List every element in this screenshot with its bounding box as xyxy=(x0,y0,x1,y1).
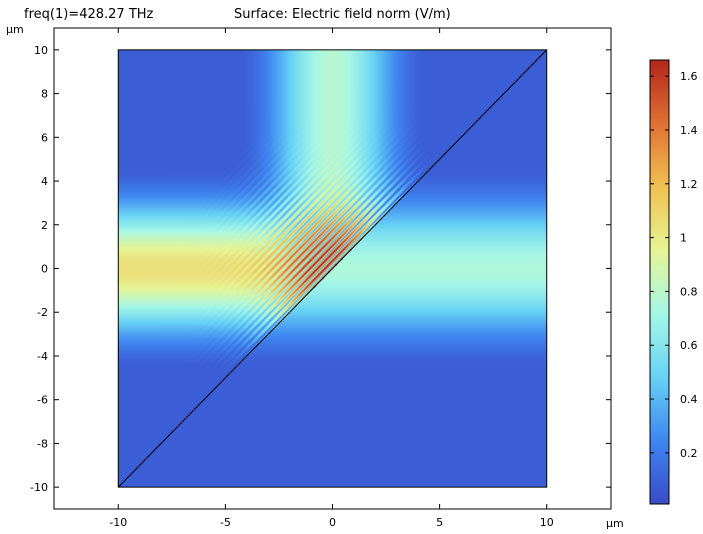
x-tick-label: 0 xyxy=(329,516,336,529)
y-axis: 10 8 6 4 2 0 -2 -4 -6 -8 -10 xyxy=(30,44,611,494)
frequency-label: freq(1)=428.27 THz xyxy=(24,7,154,22)
colorbar-tick-label: 1.4 xyxy=(680,124,698,137)
x-tick-label: -5 xyxy=(220,516,231,529)
colorbar-tick-label: 1 xyxy=(680,232,687,245)
y-tick-label: -4 xyxy=(37,350,48,363)
y-tick-label: 6 xyxy=(41,131,48,144)
x-unit-label: µm xyxy=(606,517,624,530)
y-tick-label: -10 xyxy=(30,481,48,494)
x-tick-label: -10 xyxy=(109,516,127,529)
colorbar-ticks: 1.6 1.4 1.2 1 0.8 0.6 0.4 0.2 xyxy=(650,70,698,460)
colorbar-tick-label: 0.6 xyxy=(680,339,698,352)
colorbar-tick-label: 0.8 xyxy=(680,285,698,298)
interface-line xyxy=(117,49,548,488)
y-unit-label: µm xyxy=(6,23,24,36)
x-axis: -10 -5 0 5 10 xyxy=(109,28,554,529)
y-tick-label: -2 xyxy=(37,306,48,319)
domain-border xyxy=(117,49,548,488)
y-tick-label: 10 xyxy=(34,44,48,57)
colorbar xyxy=(649,59,670,505)
y-tick-label: -6 xyxy=(37,394,48,407)
colorbar-tick-label: 0.4 xyxy=(680,393,698,406)
colorbar-tick-label: 1.6 xyxy=(680,70,698,83)
y-tick-label: 4 xyxy=(41,175,48,188)
colorbar-tick-label: 0.2 xyxy=(680,447,698,460)
x-tick-label: 10 xyxy=(540,516,554,529)
x-tick-label: 5 xyxy=(436,516,443,529)
y-tick-label: 0 xyxy=(41,263,48,276)
chart-title: Surface: Electric field norm (V/m) xyxy=(234,7,451,22)
y-tick-label: 2 xyxy=(41,219,48,232)
y-tick-label: 8 xyxy=(41,88,48,101)
colorbar-tick-label: 1.2 xyxy=(680,178,698,191)
y-tick-label: -8 xyxy=(37,437,48,450)
